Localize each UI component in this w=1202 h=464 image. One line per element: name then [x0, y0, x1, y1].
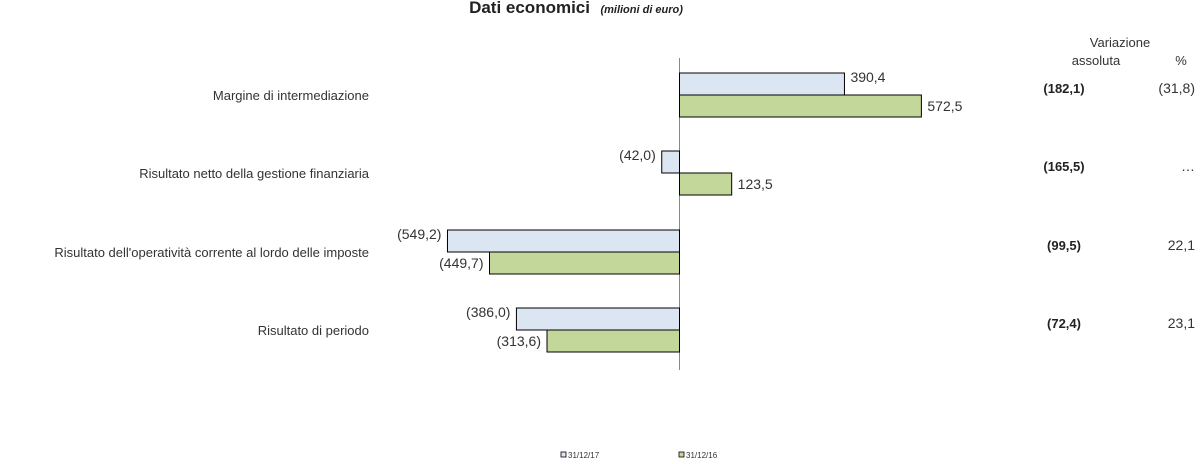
variation-abs-header: assoluta [1072, 53, 1121, 68]
legend-swatch [560, 451, 567, 458]
variation-pct-header: % [1175, 53, 1187, 68]
plot-area: Margine di intermediazione 390,4 572,5 (182… [54, 69, 1195, 353]
data-label: 390,4 [850, 69, 885, 85]
variation-header: Variazione [1090, 35, 1150, 50]
legend: 31/12/17 31/12/16 [560, 451, 718, 460]
data-label: (449,7) [439, 255, 483, 271]
variation-absolute-value: (165,5) [1043, 159, 1084, 174]
bar [546, 329, 681, 353]
variation-absolute-value: (182,1) [1043, 81, 1084, 96]
chart-subtitle: (milioni di euro) [600, 4, 683, 16]
variation-percent-value: 22,1 [1168, 237, 1195, 253]
category-label: Risultato dell'operatività corrente al l… [54, 245, 369, 260]
data-label: 572,5 [927, 98, 962, 114]
variation-percent-value: 23,1 [1168, 315, 1195, 331]
variation-absolute-value: (72,4) [1047, 316, 1081, 331]
data-label: (386,0) [466, 304, 510, 320]
data-label: (42,0) [619, 147, 656, 163]
data-label: (549,2) [397, 226, 441, 242]
bar [661, 150, 681, 174]
chart-title: Dati economici (milioni di euro) [469, 0, 683, 17]
category-label: Margine di intermediazione [213, 88, 369, 103]
variation-absolute-value: (99,5) [1047, 238, 1081, 253]
variation-percent-value: … [1181, 158, 1195, 174]
category-label: Risultato di periodo [258, 323, 369, 338]
data-label: (313,6) [497, 333, 541, 349]
chart-title-main: Dati economici [469, 0, 590, 17]
legend-label: 31/12/17 [568, 451, 600, 460]
bar [489, 251, 680, 275]
bar [679, 172, 733, 196]
bar [446, 229, 681, 253]
legend-label: 31/12/16 [686, 451, 718, 460]
bar [679, 72, 845, 96]
data-label: 123,5 [738, 176, 773, 192]
variation-percent-value: (31,8) [1158, 80, 1195, 96]
legend-swatch [678, 451, 685, 458]
bar [515, 307, 680, 331]
bar [679, 94, 922, 118]
category-label: Risultato netto della gestione finanziar… [139, 166, 370, 181]
